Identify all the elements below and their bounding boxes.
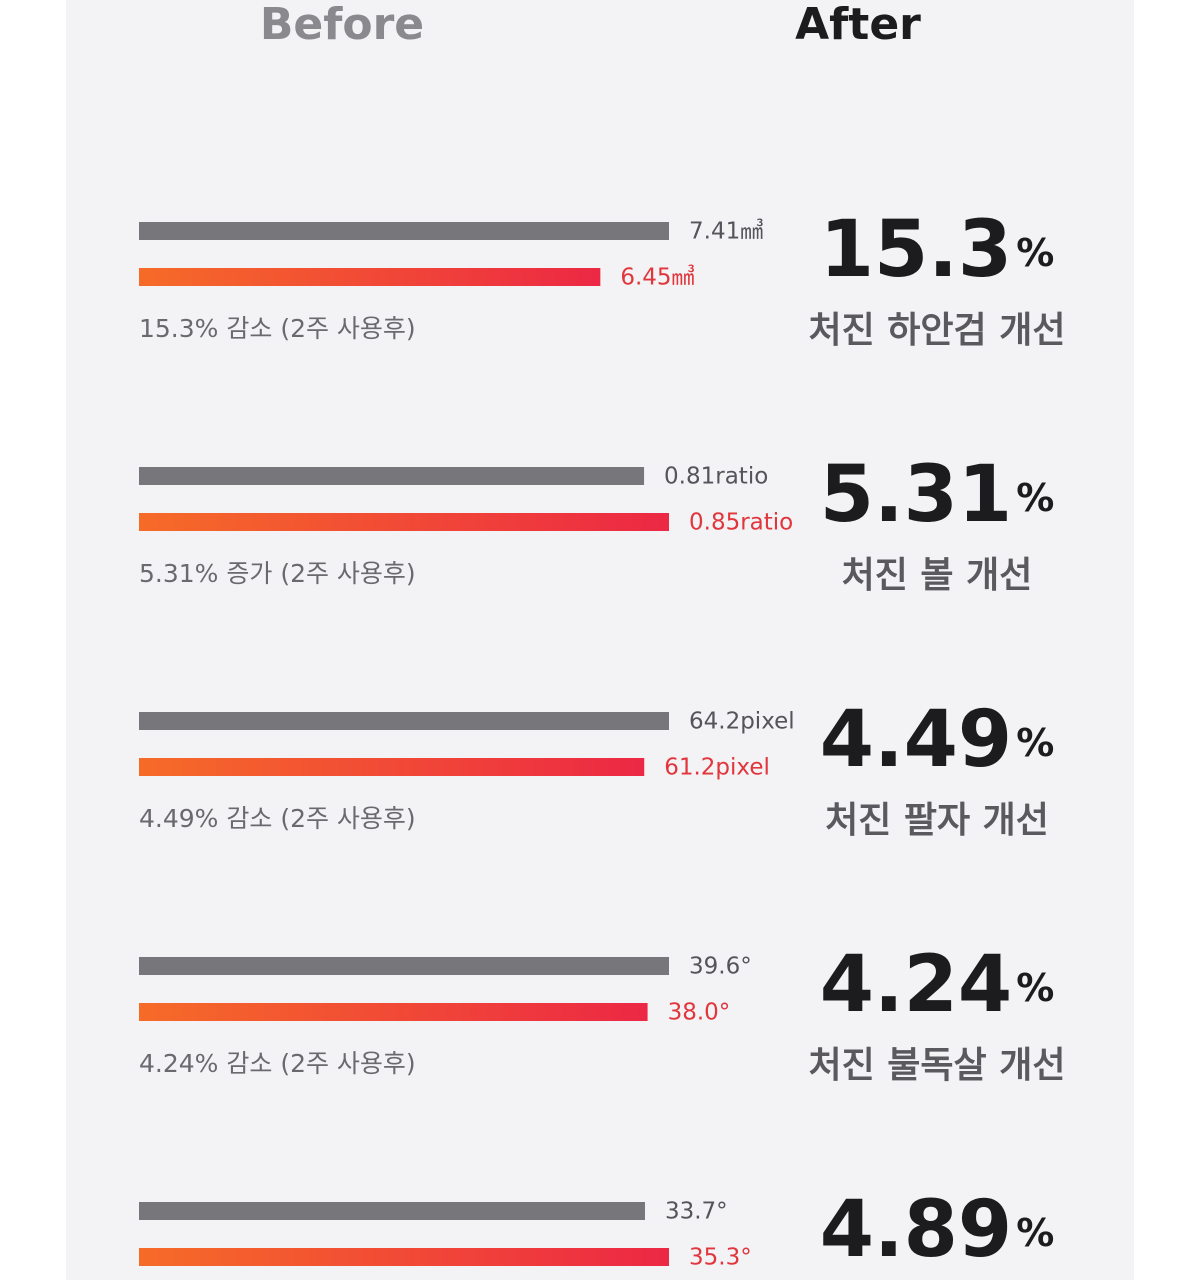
- after-bar: [139, 268, 601, 286]
- change-unit: %: [1016, 721, 1054, 765]
- after-value-label: 6.45㎣: [620, 264, 694, 291]
- change-number: 5.31: [820, 450, 1012, 540]
- before-value-label: 0.81ratio: [664, 464, 768, 490]
- change-value: 15.3%: [820, 205, 1055, 295]
- before-bar: [139, 712, 669, 730]
- before-value-label: 7.41㎣: [689, 218, 763, 245]
- after-bar: [139, 513, 669, 531]
- change-value: 5.31%: [820, 450, 1055, 540]
- after-value-label: 61.2pixel: [664, 755, 770, 781]
- after-value-label: 35.3°: [689, 1245, 752, 1271]
- after-value-label: 0.85ratio: [689, 510, 793, 536]
- after-bar: [139, 1248, 669, 1266]
- change-value: 4.49%: [820, 695, 1055, 785]
- change-unit: %: [1016, 231, 1054, 275]
- change-note: 4.49% 감소 (2주 사용후): [139, 804, 416, 833]
- change-unit: %: [1016, 966, 1054, 1010]
- change-number: 4.49: [820, 695, 1012, 785]
- after-header: After: [795, 0, 921, 50]
- change-note: 15.3% 감소 (2주 사용후): [139, 314, 416, 343]
- change-value: 4.24%: [820, 940, 1055, 1030]
- after-bar: [139, 1003, 648, 1021]
- change-value: 4.89%: [820, 1185, 1055, 1275]
- change-number: 15.3: [820, 205, 1012, 295]
- change-caption: 처진 불독살 개선: [809, 1045, 1066, 1086]
- before-bar: [139, 1202, 645, 1220]
- panel: [66, 0, 1134, 1280]
- change-caption: 처진 하안검 개선: [809, 310, 1066, 351]
- after-value-label: 38.0°: [668, 1000, 731, 1026]
- before-value-label: 39.6°: [689, 954, 752, 980]
- after-bar: [139, 758, 645, 776]
- change-number: 4.24: [820, 940, 1012, 1030]
- before-bar: [139, 957, 669, 975]
- change-unit: %: [1016, 1211, 1054, 1255]
- before-bar: [139, 467, 645, 485]
- before-value-label: 33.7°: [665, 1199, 728, 1225]
- change-note: 5.31% 증가 (2주 사용후): [139, 559, 416, 588]
- change-number: 4.89: [820, 1185, 1012, 1275]
- change-caption: 처진 팔자 개선: [825, 800, 1049, 841]
- change-unit: %: [1016, 476, 1054, 520]
- change-caption: 처진 볼 개선: [842, 555, 1033, 596]
- before-value-label: 64.2pixel: [689, 709, 795, 735]
- before-header: Before: [260, 0, 424, 50]
- before-bar: [139, 222, 669, 240]
- change-note: 4.24% 감소 (2주 사용후): [139, 1049, 416, 1078]
